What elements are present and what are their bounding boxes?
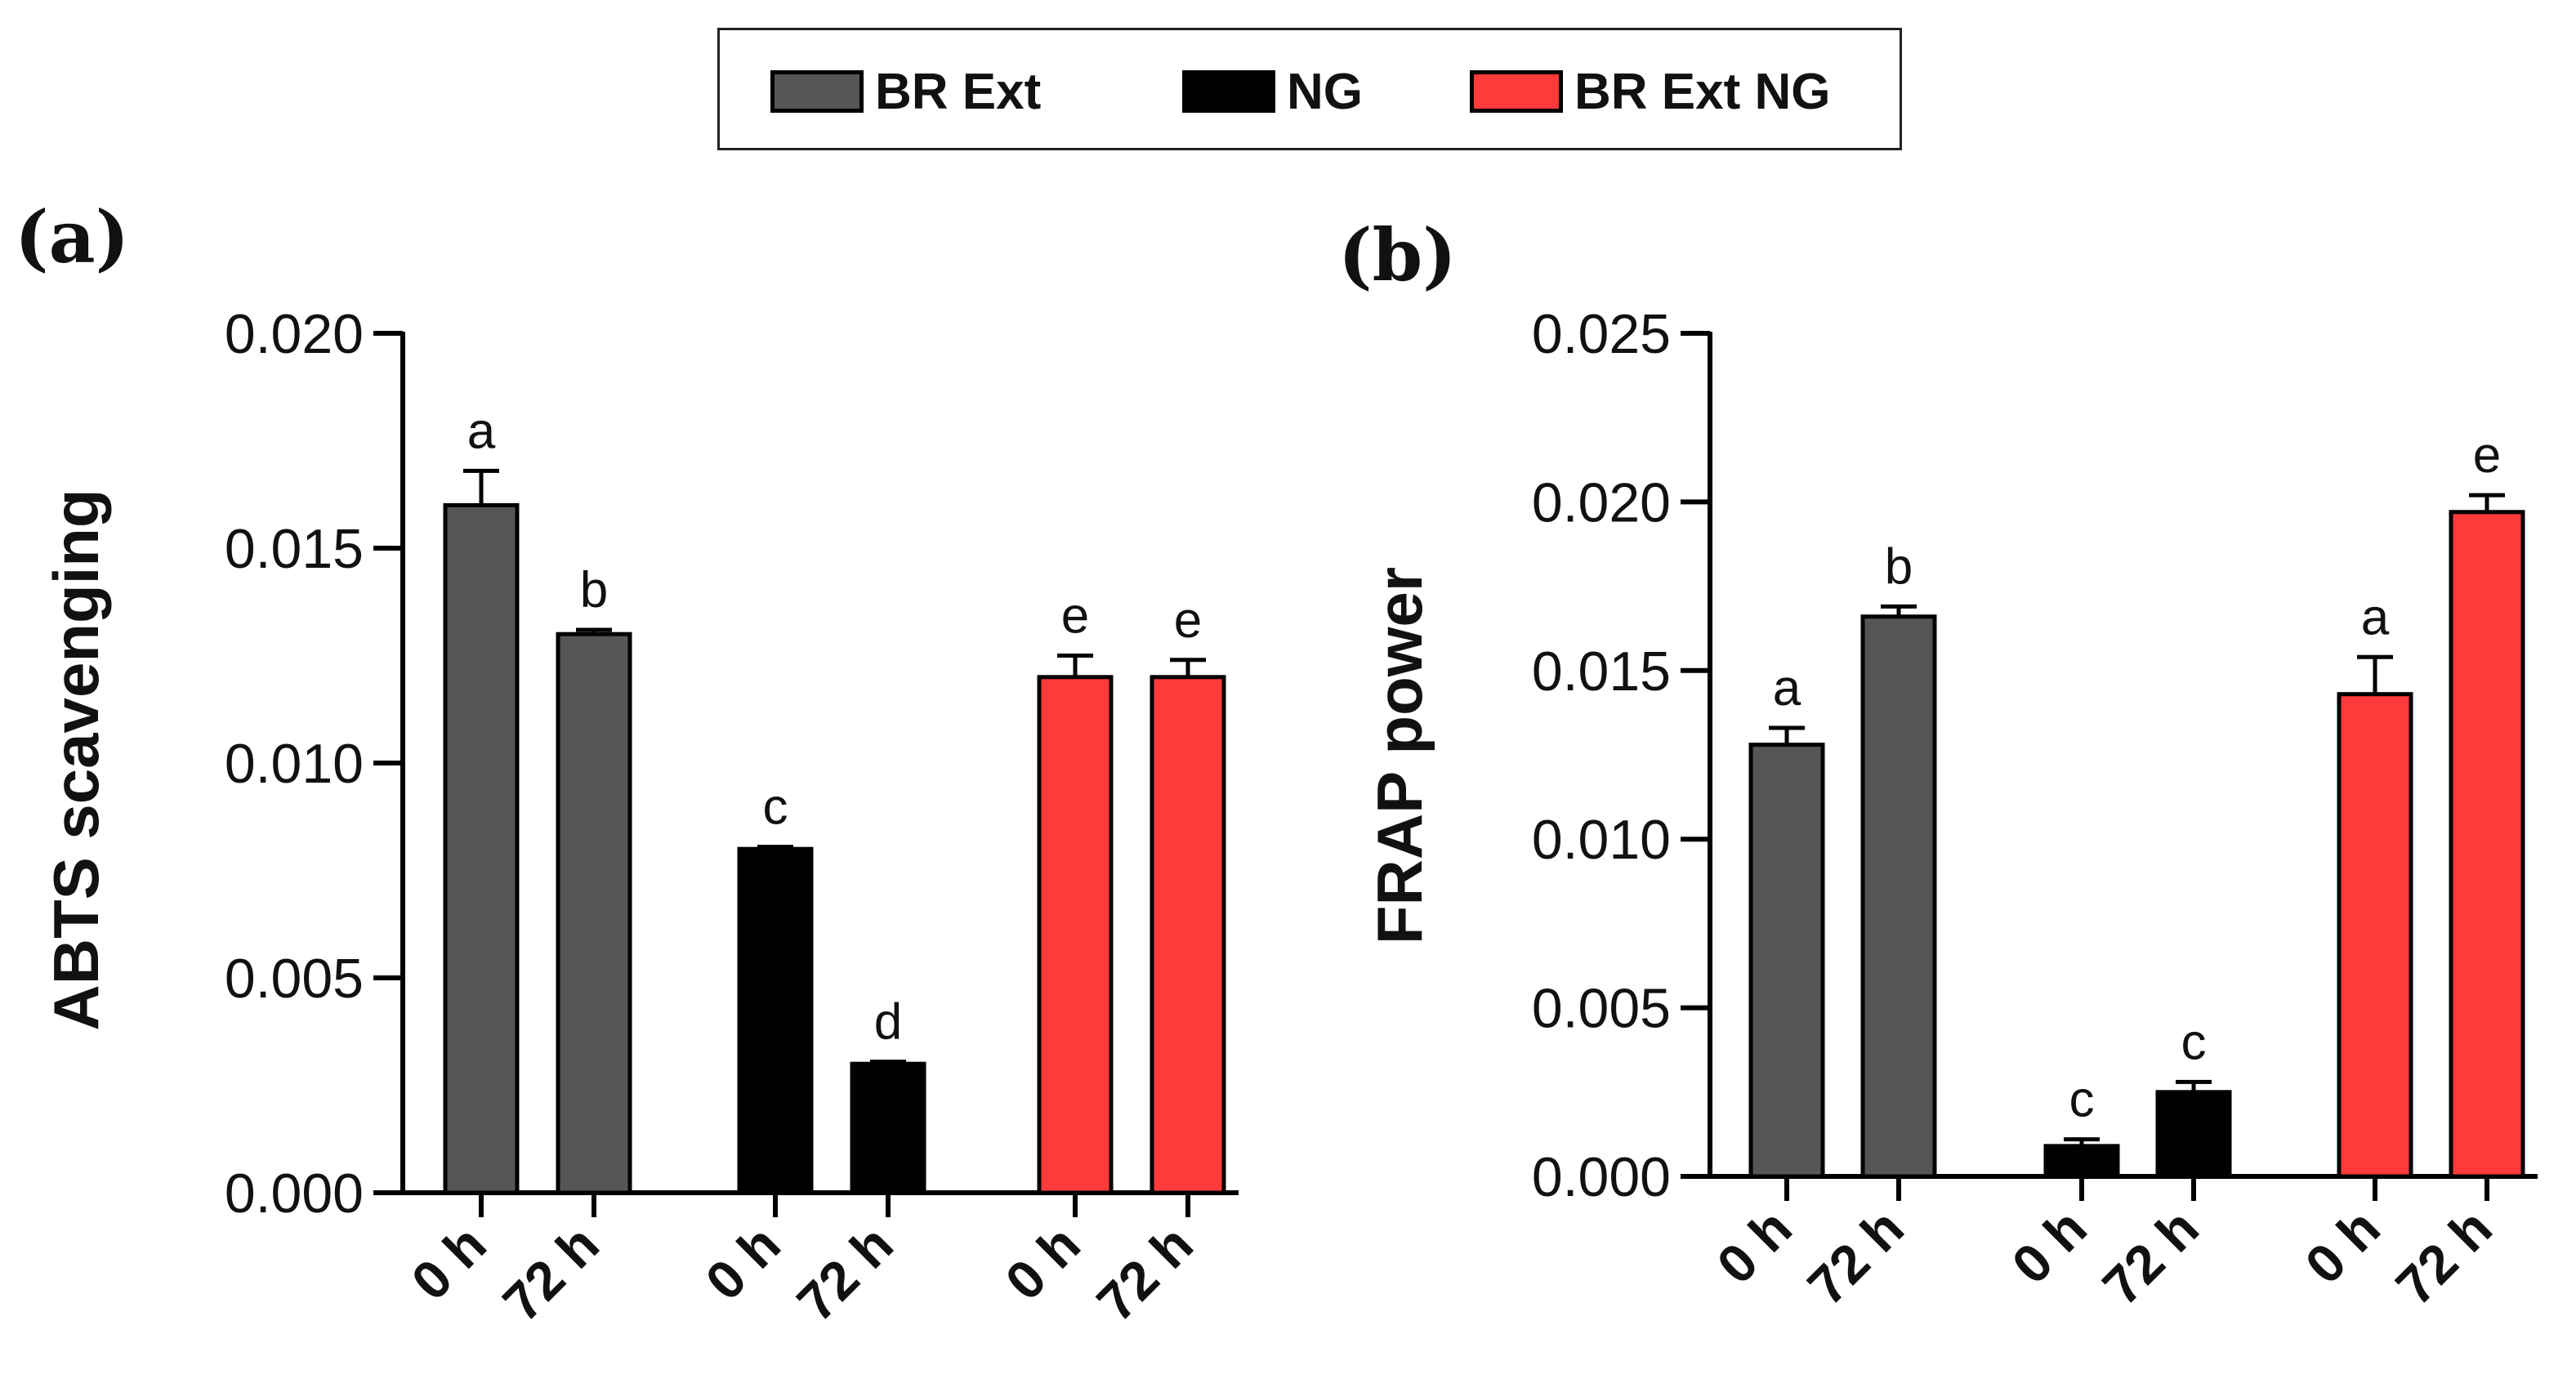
significance-letter: c bbox=[763, 779, 788, 836]
bar bbox=[850, 1061, 926, 1195]
x-tick-label: 72 h bbox=[491, 1214, 610, 1333]
y-tick-label: 0.005 bbox=[225, 948, 364, 1010]
x-tick-label: 72 h bbox=[1085, 1214, 1204, 1333]
legend-label-br-ext: BR Ext bbox=[875, 63, 1042, 120]
panel-label-b: (b) bbox=[1338, 212, 1457, 297]
legend-label-br-ext-ng: BR Ext NG bbox=[1574, 63, 1831, 120]
y-tick-label: 0.020 bbox=[225, 303, 364, 365]
bar bbox=[737, 846, 814, 1195]
significance-letter: e bbox=[1061, 588, 1089, 645]
bar bbox=[556, 631, 632, 1195]
legend-item-ng: NG bbox=[1182, 64, 1363, 120]
x-tick-label: 0 h bbox=[694, 1214, 792, 1312]
x-tick-label: 0 h bbox=[400, 1214, 498, 1312]
legend-label-ng: NG bbox=[1287, 63, 1363, 120]
legend-item-br-ext: BR Ext bbox=[770, 64, 1041, 120]
y-tick-label: 0.015 bbox=[225, 518, 364, 580]
y-axis-label: ABTS scavenging bbox=[40, 489, 112, 1030]
bar bbox=[1037, 675, 1114, 1195]
bar bbox=[1150, 675, 1226, 1195]
x-tick-label: 0 h bbox=[993, 1214, 1092, 1312]
panel-label-a: (a) bbox=[15, 194, 130, 279]
significance-letter: b bbox=[580, 562, 608, 618]
legend: BR Ext NG BR Ext NG bbox=[717, 28, 1902, 150]
significance-letter: d bbox=[874, 994, 902, 1051]
bar bbox=[443, 502, 520, 1195]
legend-swatch-ng bbox=[1182, 70, 1275, 113]
legend-item-br-ext-ng: BR Ext NG bbox=[1470, 64, 1830, 120]
legend-swatch-br-ext bbox=[770, 70, 864, 113]
significance-letter: a bbox=[467, 403, 496, 459]
y-tick-label: 0.000 bbox=[225, 1163, 364, 1225]
legend-swatch-br-ext-ng bbox=[1470, 70, 1563, 113]
x-tick-label: 72 h bbox=[785, 1214, 904, 1333]
y-tick-label: 0.010 bbox=[225, 733, 364, 795]
significance-letter: e bbox=[1174, 592, 1202, 649]
